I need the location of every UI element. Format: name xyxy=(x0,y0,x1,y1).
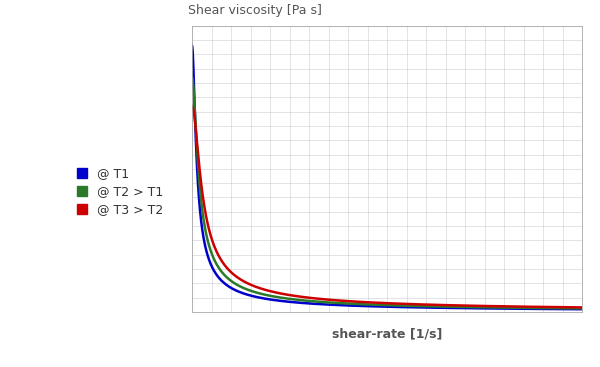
@ T1 xyxy=(567,307,574,311)
@ T2 > T1 xyxy=(567,306,574,310)
@ T3 > T2 xyxy=(578,305,586,310)
@ T2 > T1 xyxy=(208,252,215,256)
@ T2 > T1 xyxy=(378,303,385,307)
@ T3 > T2 xyxy=(496,304,503,308)
Text: Shear viscosity [Pa s]: Shear viscosity [Pa s] xyxy=(188,4,322,17)
@ T3 > T2 xyxy=(368,300,375,305)
X-axis label: shear-rate [1/s]: shear-rate [1/s] xyxy=(332,328,442,341)
Line: @ T3 > T2: @ T3 > T2 xyxy=(192,106,582,308)
@ T1 xyxy=(188,44,196,48)
@ T3 > T2 xyxy=(378,301,385,305)
@ T2 > T1 xyxy=(567,306,574,310)
Line: @ T1: @ T1 xyxy=(192,46,582,309)
@ T2 > T1 xyxy=(368,302,375,307)
@ T2 > T1 xyxy=(496,305,503,310)
@ T1 xyxy=(368,304,375,309)
Line: @ T2 > T1: @ T2 > T1 xyxy=(192,77,582,308)
@ T2 > T1 xyxy=(578,306,586,310)
@ T3 > T2 xyxy=(567,305,574,309)
Legend: @ T1, @ T2 > T1, @ T3 > T2: @ T1, @ T2 > T1, @ T3 > T2 xyxy=(73,163,167,220)
@ T3 > T2 xyxy=(567,305,574,309)
@ T3 > T2 xyxy=(188,103,196,108)
@ T2 > T1 xyxy=(188,75,196,79)
@ T3 > T2 xyxy=(208,237,215,242)
@ T1 xyxy=(496,306,503,311)
@ T1 xyxy=(578,307,586,312)
@ T1 xyxy=(567,307,574,311)
@ T1 xyxy=(208,265,215,269)
@ T1 xyxy=(378,304,385,309)
